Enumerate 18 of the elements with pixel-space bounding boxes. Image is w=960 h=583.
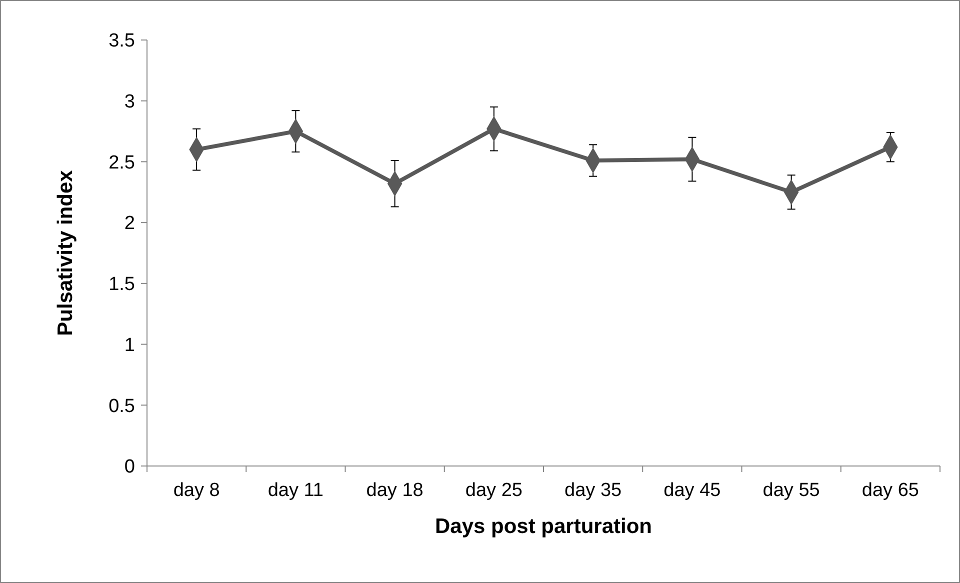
x-axis-title: Days post parturation	[434, 515, 652, 538]
y-tick-label: 1	[124, 334, 135, 356]
x-tick-label: day 55	[762, 480, 820, 501]
x-tick-label: day 65	[862, 480, 919, 501]
y-tick-label: 0	[124, 456, 135, 478]
y-tick-label: 2.5	[108, 152, 135, 174]
x-tick-label: day 35	[564, 480, 622, 501]
x-tick-label: day 25	[465, 480, 522, 501]
y-tick-label: 3	[124, 92, 135, 113]
x-tick-label: day 45	[664, 480, 721, 501]
x-tick-label: day 8	[173, 480, 220, 501]
y-tick-label: 2	[124, 213, 135, 234]
x-tick-label: day 11	[268, 480, 324, 501]
y-tick-label: 3.5	[108, 30, 135, 52]
y-tick-label: 0.5	[108, 396, 135, 417]
y-tick-label: 1.5	[108, 274, 135, 296]
y-axis-title: Pulsativity index	[54, 170, 77, 336]
x-tick-label: day 18	[366, 480, 424, 501]
